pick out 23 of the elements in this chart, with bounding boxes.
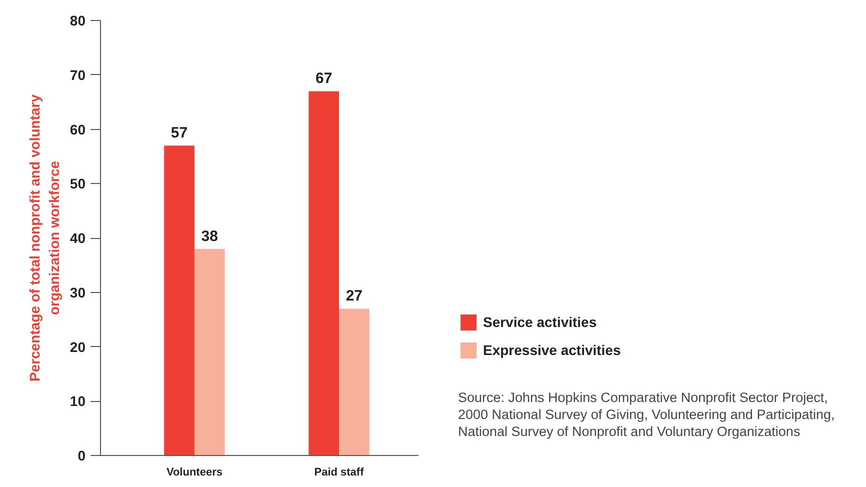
bar [339, 308, 370, 456]
y-tick-label: 60 [70, 121, 86, 138]
y-tick-label: 40 [70, 230, 86, 246]
bar [194, 248, 225, 456]
bar [308, 91, 339, 456]
y-tick-label: 50 [70, 176, 86, 192]
source-note: Source: Johns Hopkins Comparative Nonprofit Sector Project, 2000 National Survey of Giving, Volunteering and Participating, National Survey of Nonprofit and Voluntary Organizations [458, 390, 835, 441]
legend-label: Expressive activities [483, 342, 621, 358]
y-tick-label: 20 [70, 338, 86, 355]
x-tick-label: Volunteers [166, 466, 222, 478]
data-label: 57 [170, 124, 188, 142]
y-tick-label: 30 [70, 284, 86, 300]
y-tick-label: 10 [70, 393, 86, 410]
data-label: 38 [201, 228, 218, 245]
y-axis-title: Percentage of total nonprofit and voluntary organization workforce [26, 94, 62, 382]
legend-label: Service activities [483, 314, 597, 330]
y-tick-label: 70 [70, 66, 86, 83]
data-label: 27 [346, 288, 363, 305]
y-tick-label: 0 [78, 448, 86, 464]
x-tick-label: Paid staff [314, 466, 364, 478]
y-tick-label: 80 [70, 12, 86, 28]
bar [164, 146, 194, 456]
data-label: 67 [315, 70, 332, 88]
